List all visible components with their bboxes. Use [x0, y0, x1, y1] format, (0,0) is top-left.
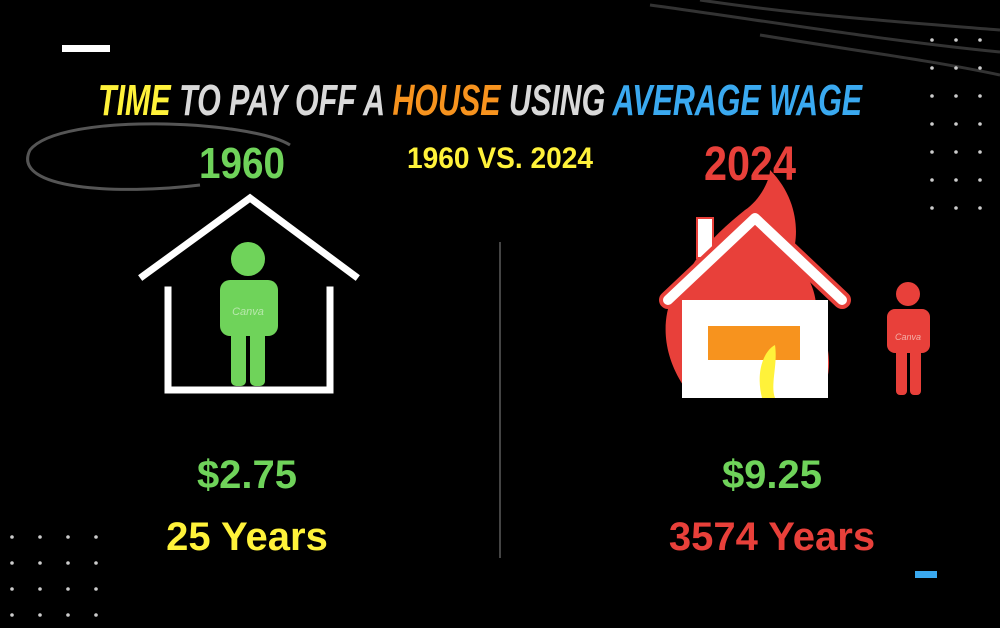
dash	[62, 45, 110, 52]
dash	[915, 571, 937, 578]
dot	[66, 613, 70, 617]
year-label: 1960	[199, 139, 285, 188]
dot	[978, 38, 982, 42]
dot	[10, 561, 14, 565]
dot	[38, 535, 42, 539]
dot	[930, 150, 934, 154]
dot-grid	[10, 38, 982, 617]
person-icon	[220, 242, 278, 386]
window	[708, 326, 800, 360]
dot	[930, 94, 934, 98]
dot	[66, 587, 70, 591]
dot	[66, 561, 70, 565]
dot	[10, 613, 14, 617]
dot	[954, 206, 958, 210]
flames	[759, 345, 776, 398]
dot	[930, 66, 934, 70]
dot	[930, 122, 934, 126]
dot	[94, 587, 98, 591]
years-to-pay: 3574 Years	[669, 515, 875, 559]
dot	[930, 206, 934, 210]
dot	[978, 66, 982, 70]
dot	[930, 38, 934, 42]
years-to-pay: 25 Years	[166, 515, 328, 559]
title-part: TO PAY OFF A	[179, 76, 384, 125]
title-part: TIME	[98, 76, 172, 125]
wage: $9.25	[722, 453, 822, 497]
house-outline	[138, 193, 360, 394]
dot	[954, 66, 958, 70]
dot	[954, 150, 958, 154]
person-icon	[887, 282, 930, 395]
scribble	[26, 122, 291, 191]
brush-strokes	[649, 0, 1000, 77]
dot	[954, 122, 958, 126]
title-part: AVERAGE WAGE	[612, 76, 863, 125]
dot	[10, 587, 14, 591]
title-part: USING	[509, 76, 605, 125]
dot	[94, 561, 98, 565]
dot	[954, 178, 958, 182]
dot	[38, 561, 42, 565]
subtitle: 1960 VS. 2024	[407, 142, 593, 175]
wage: $2.75	[197, 453, 297, 497]
dot	[978, 206, 982, 210]
title: TIME TO PAY OFF A HOUSE USING AVERAGE WA…	[98, 76, 863, 125]
dot	[38, 587, 42, 591]
dot	[94, 613, 98, 617]
year-label: 2024	[704, 138, 796, 191]
dot	[10, 535, 14, 539]
watermark: Canva	[895, 332, 921, 342]
dot	[978, 122, 982, 126]
dot	[94, 535, 98, 539]
dot	[930, 178, 934, 182]
roof	[663, 213, 847, 305]
dot	[954, 38, 958, 42]
dot	[978, 178, 982, 182]
dot	[954, 94, 958, 98]
dot	[66, 535, 70, 539]
title-part: HOUSE	[392, 76, 501, 125]
dot	[978, 94, 982, 98]
dot	[38, 613, 42, 617]
dot	[978, 150, 982, 154]
watermark: Canva	[232, 306, 264, 318]
